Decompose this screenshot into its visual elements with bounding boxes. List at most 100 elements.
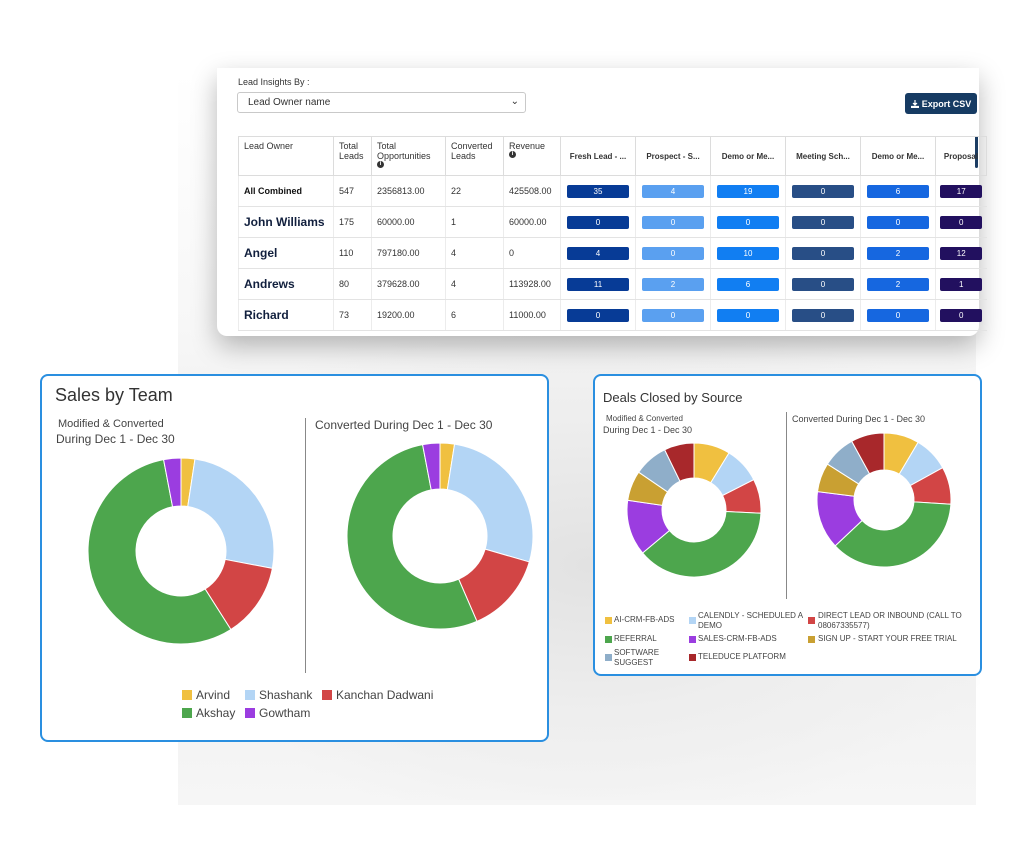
col-revenue[interactable]: Revenue i <box>503 136 561 176</box>
col-meeting-scheduled[interactable]: Meeting Sch... <box>785 136 861 176</box>
stage-count-badge[interactable]: 2 <box>642 277 704 291</box>
lead-owner-cell: Andrews <box>238 268 334 300</box>
stage-count-badge[interactable]: 0 <box>642 246 704 260</box>
legend-direct-lead-line2[interactable]: 08067335577) <box>818 621 870 630</box>
stage-count-badge[interactable]: 0 <box>792 215 854 229</box>
legend-referral[interactable]: REFERRAL <box>614 634 657 643</box>
legend-calendly-line1[interactable]: CALENDLY - SCHEDULED A <box>698 611 804 620</box>
stage-count-badge[interactable]: 0 <box>642 308 704 322</box>
stage-count-badge[interactable]: 0 <box>792 308 854 322</box>
stage-count-badge[interactable]: 0 <box>792 184 854 198</box>
legend-gowtham[interactable]: Gowtham <box>259 706 311 720</box>
col-demo-or-meeting[interactable]: Demo or Me... <box>710 136 786 176</box>
donut-slice[interactable] <box>446 443 534 563</box>
legend-swatch-arvind <box>182 690 192 700</box>
lead-insights-table: Lead Owner Total Leads Total Opportuniti… <box>238 136 987 331</box>
stage-count-badge[interactable]: 1 <box>940 277 983 291</box>
stage-count-badge[interactable]: 0 <box>940 215 983 229</box>
col-total-leads[interactable]: Total Leads <box>333 136 372 176</box>
legend-sign-up[interactable]: SIGN UP - START YOUR FREE TRIAL <box>818 634 957 643</box>
col-proposal[interactable]: Proposal <box>935 136 987 176</box>
legend-arvind[interactable]: Arvind <box>196 688 231 702</box>
table-row[interactable]: All Combined 547 2356813.00 22 425508.00 35 4 1… <box>238 175 987 207</box>
revenue-cell: 11000.00 <box>503 299 561 331</box>
donut-slice[interactable] <box>641 511 762 578</box>
revenue-cell: 60000.00 <box>503 206 561 238</box>
deals-left-subtitle-2: During Dec 1 - Dec 30 <box>603 425 693 435</box>
donut-slice[interactable] <box>851 432 885 475</box>
revenue-cell: 425508.00 <box>503 175 561 207</box>
col-demo-or-meeting-2[interactable]: Demo or Me... <box>860 136 936 176</box>
stage-count-badge[interactable]: 4 <box>642 184 704 198</box>
donut-slice[interactable] <box>834 501 952 568</box>
stage-count-badge[interactable]: 0 <box>940 308 983 322</box>
legend-akshay[interactable]: Akshay <box>196 706 236 720</box>
chevron-down-icon: ⌄ <box>510 96 519 107</box>
converted-leads-cell: 6 <box>445 299 504 331</box>
stage-count-badge[interactable]: 0 <box>567 215 629 229</box>
donut-slice[interactable] <box>663 442 695 482</box>
sales-left-subtitle-1: Modified & Converted <box>58 418 164 430</box>
stage-cell: 11 <box>560 268 636 300</box>
stage-count-badge[interactable]: 0 <box>867 215 929 229</box>
stage-count-badge[interactable]: 2 <box>867 277 929 291</box>
stage-cell: 0 <box>710 299 786 331</box>
table-row[interactable]: Richard 73 19200.00 6 11000.00 0 0 0 0 0 0 <box>238 299 987 331</box>
stage-count-badge[interactable]: 11 <box>567 277 629 291</box>
col-converted-leads[interactable]: Converted Leads <box>445 136 504 176</box>
stage-cell: 0 <box>860 299 936 331</box>
legend-swatch-referral <box>605 636 612 643</box>
col-lead-owner[interactable]: Lead Owner <box>238 136 334 176</box>
stage-count-badge[interactable]: 0 <box>792 246 854 260</box>
legend-swatch-kanchan <box>322 690 332 700</box>
lead-insights-select[interactable]: Lead Owner name ⌄ <box>237 92 526 113</box>
stage-cell: 0 <box>710 206 786 238</box>
legend-ai-crm-fb-ads[interactable]: AI-CRM-FB-ADS <box>614 615 675 624</box>
table-row[interactable]: Andrews 80 379628.00 4 113928.00 11 2 6 0 2 1 <box>238 268 987 300</box>
table-header-row: Lead Owner Total Leads Total Opportuniti… <box>238 136 987 176</box>
donut-slice[interactable] <box>187 458 275 570</box>
lead-owner-cell: John Williams <box>238 206 334 238</box>
stage-count-badge[interactable]: 6 <box>867 184 929 198</box>
legend-direct-lead-line1[interactable]: DIRECT LEAD OR INBOUND (CALL TO <box>818 611 962 620</box>
stage-count-badge[interactable]: 0 <box>867 308 929 322</box>
legend-software-line2[interactable]: SUGGEST <box>614 658 654 667</box>
stage-count-badge[interactable]: 6 <box>717 277 779 291</box>
col-prospect[interactable]: Prospect - S... <box>635 136 711 176</box>
stage-count-badge[interactable]: 0 <box>792 277 854 291</box>
stage-count-badge[interactable]: 0 <box>717 215 779 229</box>
legend-software-line1[interactable]: SOFTWARE <box>614 648 660 657</box>
stage-count-badge[interactable]: 17 <box>940 184 983 198</box>
stage-count-badge[interactable]: 12 <box>940 246 983 260</box>
stage-cell: 2 <box>635 268 711 300</box>
legend-sales-crm-fb-ads[interactable]: SALES-CRM-FB-ADS <box>698 634 777 643</box>
stage-count-badge[interactable]: 0 <box>642 215 704 229</box>
col-total-opportunities[interactable]: Total Opportunities i <box>371 136 446 176</box>
stage-count-badge[interactable]: 35 <box>567 184 629 198</box>
stage-count-badge[interactable]: 0 <box>717 308 779 322</box>
table-row[interactable]: Angel 110 797180.00 4 0 4 0 10 0 2 12 <box>238 237 987 269</box>
donut-slice[interactable] <box>421 442 441 491</box>
legend-kanchan-dadwani[interactable]: Kanchan Dadwani <box>336 688 434 702</box>
stage-count-badge[interactable]: 4 <box>567 246 629 260</box>
converted-leads-cell: 22 <box>445 175 504 207</box>
stage-cell: 19 <box>710 175 786 207</box>
legend-shashank[interactable]: Shashank <box>259 688 313 702</box>
donut-slice[interactable] <box>87 459 232 645</box>
stage-count-badge[interactable]: 19 <box>717 184 779 198</box>
stage-count-badge[interactable]: 0 <box>567 308 629 322</box>
donut-slice[interactable] <box>162 457 182 508</box>
legend-calendly-line2[interactable]: DEMO <box>698 621 722 630</box>
col-revenue-label: Revenue <box>509 141 546 151</box>
stage-cell: 0 <box>635 299 711 331</box>
donut-slice[interactable] <box>346 444 478 630</box>
col-fresh-lead[interactable]: Fresh Lead - ... <box>560 136 636 176</box>
stage-cell: 0 <box>560 299 636 331</box>
table-row[interactable]: John Williams 175 60000.00 1 60000.00 0 0 0 0 0 0 <box>238 206 987 238</box>
export-csv-button[interactable]: Export CSV <box>905 93 977 114</box>
legend-swatch-software-suggest <box>605 654 612 661</box>
stage-count-badge[interactable]: 2 <box>867 246 929 260</box>
stage-cell: 0 <box>785 206 861 238</box>
stage-count-badge[interactable]: 10 <box>717 246 779 260</box>
legend-teleduce-platform[interactable]: TELEDUCE PLATFORM <box>698 652 786 661</box>
